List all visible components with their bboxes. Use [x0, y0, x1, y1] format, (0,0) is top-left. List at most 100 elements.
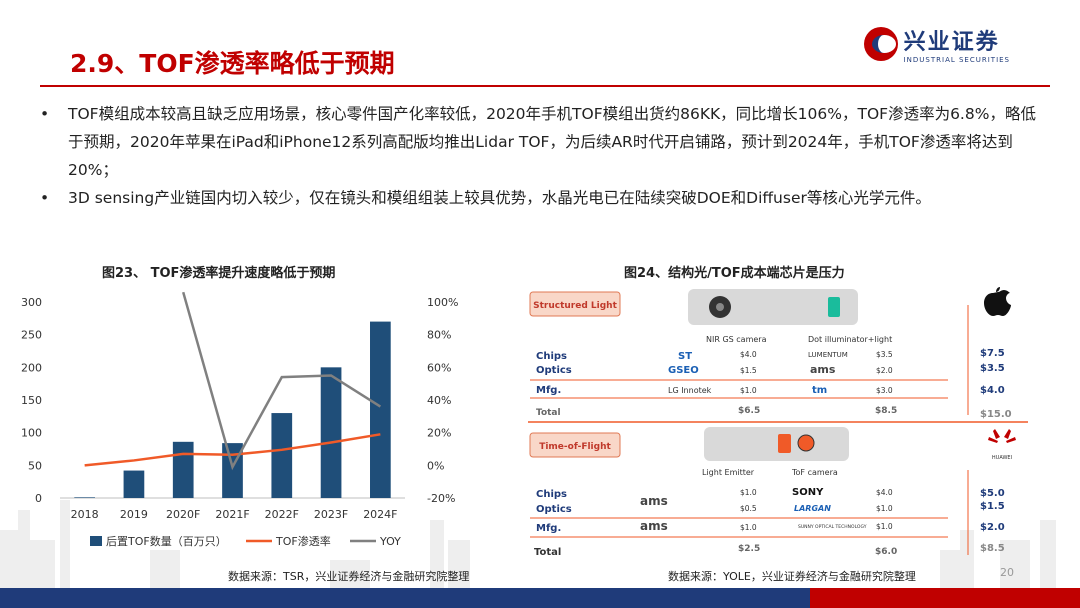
camera-lens-icon [716, 303, 724, 311]
tof-module [704, 427, 849, 461]
light-emitter-label: Light Emitter [702, 468, 755, 477]
brand-logo-gseo: GSEO [668, 365, 699, 376]
chart-title: 图24、结构光/TOF成本端芯片是压力 [624, 266, 845, 281]
brand-logo-ams: ams [810, 363, 836, 376]
price: $4.0 [876, 488, 893, 497]
logo-icon [863, 27, 898, 61]
total-column-value: $5.0 [980, 488, 1005, 499]
bullet-list: • TOF模组成本较高且缺乏应用场景，核心零件国产化率较低，2020年手机TOF… [40, 100, 1050, 212]
row-label: Mfg. [536, 523, 561, 534]
y-tick-label: 50 [28, 459, 42, 472]
legend-label: TOF渗透率 [275, 534, 331, 548]
row-label: Chips [536, 351, 567, 362]
y-tick-label: 250 [21, 329, 42, 342]
price: $1.0 [876, 504, 893, 513]
price: $1.0 [876, 522, 893, 531]
row-label: Optics [536, 504, 572, 515]
logo-text-cn: 兴业证券 [903, 29, 1000, 55]
price: $1.0 [740, 523, 757, 532]
total-value: $8.5 [875, 406, 897, 416]
y2-tick-label: 0% [427, 459, 444, 472]
brand-logo-sunny: SUNNY OPTICAL TECHNOLOGY [798, 524, 867, 530]
total-column-value: $15.0 [980, 409, 1012, 420]
skyline-decoration [0, 500, 1056, 588]
logo-text-en: INDUSTRIAL SECURITIES [903, 56, 1010, 64]
brand-logo: 兴业证券 INDUSTRIAL SECURITIES [863, 22, 1010, 66]
chart-source: 数据来源：TSR，兴业证券经济与金融研究院整理 [228, 570, 470, 583]
x-tick-label: 2022F [265, 508, 299, 521]
x-tick-label: 2021F [215, 508, 249, 521]
total-value: $6.0 [875, 547, 897, 557]
price: $2.0 [876, 366, 893, 375]
x-tick-label: 2019 [120, 508, 148, 521]
price: $1.0 [740, 488, 757, 497]
bullet-item: • TOF模组成本较高且缺乏应用场景，核心零件国产化率较低，2020年手机TOF… [40, 100, 1050, 184]
structured-light-tag-label: Structured Light [533, 301, 617, 311]
price: $4.0 [740, 350, 757, 359]
total-column-value: $7.5 [980, 348, 1005, 359]
row-label: Optics [536, 365, 572, 376]
y-tick-label: 300 [21, 296, 42, 309]
y-tick-label: 200 [21, 361, 42, 374]
bullet-dot-icon: • [40, 105, 50, 123]
tof-penetration-chart: 0 50 100 150 200 250 300 -20% 0% 20% 40% 60% 80% 100%… [21, 291, 458, 548]
y2-tick-label: 60% [427, 361, 451, 374]
dot-illuminator-icon [828, 297, 840, 317]
bar [123, 470, 145, 498]
penetration-line [84, 433, 381, 467]
tof-camera-label: ToF camera [791, 468, 838, 477]
dot-illuminator-label: Dot illuminator+light [808, 335, 892, 344]
total-value: $6.5 [738, 406, 760, 416]
y-tick-label: 150 [21, 394, 42, 407]
tof-tag [529, 432, 621, 458]
page-number: 20 [1000, 566, 1014, 579]
y2-tick-label: 20% [427, 427, 451, 440]
y2-tick-label: 100% [427, 296, 458, 309]
total-column-value: $4.0 [980, 385, 1005, 396]
price: $3.5 [876, 350, 893, 359]
bar [370, 321, 391, 498]
total-column-value: $2.0 [980, 522, 1005, 533]
bar [271, 413, 293, 498]
bar [320, 367, 342, 498]
nir-camera-label: NIR GS camera [706, 335, 767, 344]
legend-swatch [90, 536, 102, 546]
light-emitter-icon [778, 434, 791, 453]
cost-breakdown-figure: Structured Light NIR GS camera Dot illum… [528, 287, 1028, 558]
apple-logo-icon [984, 287, 1011, 316]
x-tick-label: 2024F [363, 508, 397, 521]
y2-tick-label: 80% [427, 329, 451, 342]
phone-module [688, 289, 858, 325]
footer-bar [0, 588, 1080, 608]
chart-title: 图23、 TOF渗透率提升速度略低于预期 [102, 266, 336, 281]
huawei-logo-icon [988, 427, 1016, 443]
bullet-item: • 3D sensing产业链国内切入较少，仅在镜头和模组组装上较具优势，水晶光… [40, 184, 1050, 212]
brand-logo-tm: tm [812, 385, 827, 396]
chart-source: 数据来源：YOLE，兴业证券经济与金融研究院整理 [668, 570, 916, 583]
price: $1.5 [740, 366, 757, 375]
yoy-line [182, 291, 382, 471]
brand-logo-lumentum: LUMENTUM [808, 351, 848, 359]
y2-tick-label: 40% [427, 394, 451, 407]
x-tick-label: 2020F [166, 508, 200, 521]
footer-bar-accent [810, 588, 1080, 608]
price: $3.0 [876, 386, 893, 395]
tof-tag-label: Time-of-Flight [539, 442, 611, 452]
total-column-value: $1.5 [980, 501, 1005, 512]
total-value: $2.5 [738, 544, 760, 554]
total-column-value: $3.5 [980, 363, 1005, 374]
price: $1.0 [740, 386, 757, 395]
y-tick-label: 0 [35, 492, 42, 505]
y2-tick-label: -20% [427, 492, 455, 505]
brand-logo-largan: LARGAN [794, 504, 831, 513]
bullet-text: TOF模组成本较高且缺乏应用场景，核心零件国产化率较低，2020年手机TOF模组… [68, 105, 1036, 179]
total-label: Total [534, 547, 561, 558]
brand-logo-ams: ams [640, 519, 668, 533]
brand-logo-st: ST [678, 351, 692, 362]
bar [172, 441, 194, 498]
bullet-text: 3D sensing产业链国内切入较少，仅在镜头和模组组装上较具优势，水晶光电已… [68, 189, 931, 207]
x-tick-label: 2018 [71, 508, 99, 521]
brand-logo-ams: ams [640, 494, 668, 508]
total-label: Total [536, 408, 561, 418]
legend-label: 后置TOF数量（百万只） [106, 535, 227, 548]
